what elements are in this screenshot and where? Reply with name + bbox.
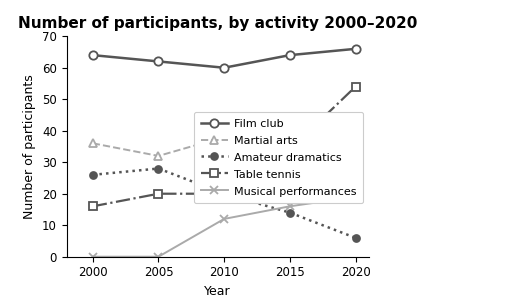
Amateur dramatics <box>352 236 358 239</box>
Musical performances <box>352 195 358 199</box>
Martial arts <box>156 154 162 158</box>
Amateur dramatics <box>156 167 162 170</box>
Line: Film club: Film club <box>89 45 359 72</box>
Amateur dramatics <box>221 192 227 195</box>
Martial arts <box>287 148 293 151</box>
Table tennis <box>156 192 162 195</box>
Table tennis <box>221 192 227 195</box>
X-axis label: Year: Year <box>204 285 231 298</box>
Legend: Film club, Martial arts, Amateur dramatics, Table tennis, Musical performances: Film club, Martial arts, Amateur dramati… <box>194 112 363 203</box>
Table tennis <box>90 204 96 208</box>
Film club <box>156 59 162 63</box>
Martial arts <box>221 135 227 139</box>
Amateur dramatics <box>90 173 96 177</box>
Title: Number of participants, by activity 2000–2020: Number of participants, by activity 2000… <box>18 16 417 31</box>
Film club <box>90 53 96 57</box>
Musical performances <box>90 255 96 259</box>
Table tennis <box>287 148 293 151</box>
Line: Table tennis: Table tennis <box>89 82 359 210</box>
Martial arts <box>90 142 96 145</box>
Amateur dramatics <box>287 211 293 214</box>
Musical performances <box>287 204 293 208</box>
Film club <box>352 47 358 51</box>
Line: Amateur dramatics: Amateur dramatics <box>90 165 359 241</box>
Line: Martial arts: Martial arts <box>89 133 359 160</box>
Musical performances <box>156 255 162 259</box>
Film club <box>221 66 227 69</box>
Film club <box>287 53 293 57</box>
Martial arts <box>352 142 358 145</box>
Table tennis <box>352 85 358 88</box>
Line: Musical performances: Musical performances <box>89 193 359 261</box>
Y-axis label: Number of participants: Number of participants <box>24 74 36 219</box>
Musical performances <box>221 217 227 221</box>
